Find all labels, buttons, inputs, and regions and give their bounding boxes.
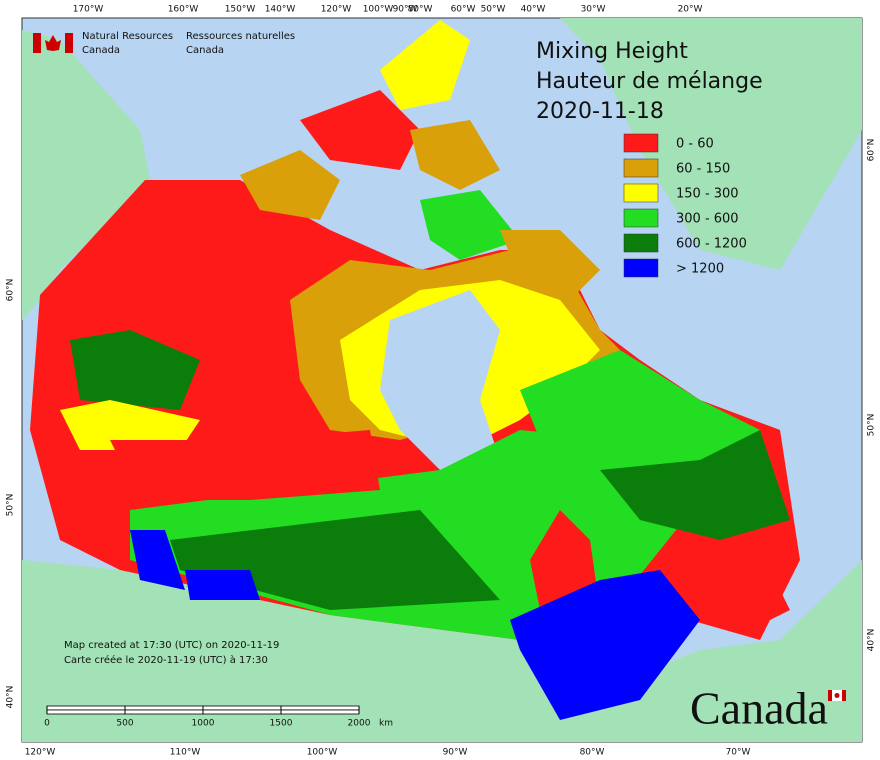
- legend-label: 0 - 60: [676, 137, 714, 152]
- zone-red-maritimes: [710, 570, 790, 630]
- graticule-label: 100°W: [363, 5, 394, 15]
- graticule-label: 40°W: [521, 5, 546, 15]
- wordmark-flag: [834, 693, 840, 698]
- legend: 0 - 60 60 - 150 150 - 300 300 - 600 600 - 12…: [623, 133, 747, 278]
- legend-swatch: [623, 208, 659, 228]
- arctic-island: [300, 90, 420, 170]
- graticule-label: 20°W: [678, 5, 703, 15]
- legend-label: 300 - 600: [676, 212, 739, 227]
- legend-swatch: [623, 133, 659, 153]
- graticule-label: 40°N: [867, 629, 877, 652]
- scale-segment: [202, 705, 282, 711]
- legend-label: 150 - 300: [676, 187, 739, 202]
- graticule-labels: 170°W 160°W 150°W 140°W 120°W 100°W 90°W80°W 60…: [6, 5, 877, 758]
- arctic-island: [240, 150, 340, 220]
- graticule-label: 140°W: [265, 5, 296, 15]
- graticule-label: 60°N: [867, 139, 877, 162]
- graticule-label: 150°W: [225, 5, 256, 15]
- scale-segment: [46, 709, 126, 715]
- graticule-label: 30°W: [581, 5, 606, 15]
- wordmark-flag: [842, 690, 846, 701]
- zone-dark-green-east: [600, 430, 790, 540]
- graticule-label: 110°W: [170, 748, 201, 758]
- greenland-land: [560, 18, 862, 270]
- graticule-label: 100°W: [307, 748, 338, 758]
- graticule-label: 120°W: [25, 748, 56, 758]
- graticule-label: 170°W: [73, 5, 104, 15]
- scale-segment: [280, 705, 360, 711]
- agency-text: Ressources naturelles: [186, 31, 295, 42]
- graticule-label: 80°W: [580, 748, 605, 758]
- baffin-zone: [500, 230, 600, 300]
- arctic-island: [380, 20, 470, 110]
- map-frame: [21, 17, 863, 743]
- baffin-zone: [420, 190, 520, 260]
- graticule-label: 40°N: [6, 686, 16, 709]
- wordmark-text: Canada: [690, 683, 828, 734]
- graticule-label: 50°N: [6, 494, 16, 517]
- scale-segment: [124, 709, 204, 715]
- scale-segment: [46, 705, 126, 711]
- graticule-label: 120°W: [321, 5, 352, 15]
- zone-blue-west: [130, 530, 185, 590]
- arctic-island: [410, 120, 500, 190]
- graticule-label: 50°N: [867, 414, 877, 437]
- legend-swatch: [623, 258, 659, 278]
- zone-blue-montana: [185, 570, 260, 600]
- zone-dark-green-bc: [70, 330, 200, 410]
- alaska-land: [22, 30, 150, 320]
- title: Mixing Height: [536, 39, 688, 64]
- graticule-label: 80°W: [408, 5, 433, 15]
- zone-green-quebec: [520, 350, 760, 470]
- graticule-label: 50°W: [481, 5, 506, 15]
- legend-swatch: [623, 183, 659, 203]
- footnote: Carte créée le 2020-11-19 (UTC) à 17:30: [64, 654, 268, 666]
- flag-bar: [33, 33, 41, 53]
- date: 2020-11-18: [536, 99, 664, 124]
- zone-red-prairie: [110, 430, 380, 500]
- scale-label: 0: [44, 719, 50, 729]
- usa-land: [22, 560, 862, 742]
- graticule-label: 160°W: [168, 5, 199, 15]
- scale-label: 500: [116, 719, 133, 729]
- scale-bar: 0 500 1000 1500 2000 km: [44, 705, 393, 729]
- scale-label: 1500: [270, 719, 293, 729]
- scale-segment: [202, 709, 282, 715]
- legend-label: 600 - 1200: [676, 237, 747, 252]
- scale-segment: [124, 705, 204, 711]
- graticule-label: 90°W: [393, 5, 418, 15]
- hudson-bay: [380, 290, 500, 470]
- graticule-label: 90°W: [443, 748, 468, 758]
- title: Hauteur de mélange: [536, 69, 763, 94]
- scale-unit: km: [379, 719, 393, 729]
- wordmark-flag: [828, 690, 832, 701]
- scale-segment: [280, 709, 360, 715]
- scale-label: 2000: [348, 719, 371, 729]
- maple-leaf: [45, 35, 61, 51]
- flag-bar: [65, 33, 73, 53]
- agency-text: Natural Resources: [82, 31, 173, 42]
- wordmark: Canada: [690, 683, 846, 734]
- legend-label: > 1200: [676, 262, 724, 277]
- legend-swatch: [623, 158, 659, 178]
- legend-label: 60 - 150: [676, 162, 730, 177]
- zone-red-ontario: [530, 510, 600, 610]
- legend-swatch: [623, 233, 659, 253]
- scale-label: 1000: [192, 719, 215, 729]
- agency-text: Canada: [186, 45, 224, 56]
- graticule-label: 70°W: [726, 748, 751, 758]
- zone-blue-south: [510, 570, 700, 720]
- agency-block: Natural Resources Canada Ressources natu…: [33, 31, 295, 56]
- graticule-label: 60°N: [6, 279, 16, 302]
- agency-text: Canada: [82, 45, 120, 56]
- graticule-label: 60°W: [451, 5, 476, 15]
- zone-yellow-west: [60, 400, 200, 450]
- footnote: Map created at 17:30 (UTC) on 2020-11-19: [64, 640, 279, 651]
